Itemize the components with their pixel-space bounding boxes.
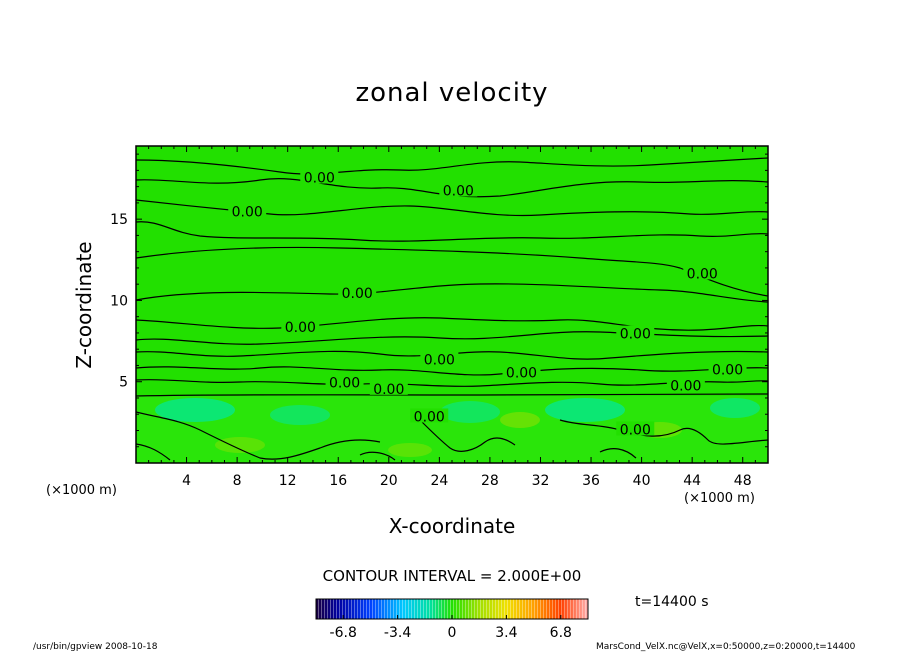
contour-line [136,283,768,303]
contour-label-gap [502,364,541,379]
colorbar-tick-label: 0 [448,625,457,641]
contour-label: 0.00 [285,320,316,336]
field-cell [440,401,500,423]
contour-label: 0.00 [304,171,335,187]
contour-label: 0.00 [373,382,404,398]
contour-label-gap [708,361,747,376]
x-tick-label: 44 [683,473,701,489]
contour-line [559,419,768,445]
y-axis-label: Z-coordinate [72,241,96,369]
contour-label: 0.00 [712,362,743,378]
field-cell [710,398,760,418]
field-anomalies [136,396,768,463]
y-tick-label: 15 [110,212,128,228]
z-unit-label: (×1000 m) [46,483,117,498]
contour-label: 0.00 [620,422,651,438]
field-cell [388,443,432,457]
contour-label-gap [369,380,408,395]
contour-label-layer: 0.00 0.00 0.00 0.00 0.00 0.00 0.00 0.00 0.00 0.00… [228,169,747,438]
contour-line [136,393,768,397]
x-tick-label: 24 [430,473,448,489]
x-axis: 4 8 12 16 20 24 28 32 36 40 44 48 [148,146,756,489]
x-tick-label: 8 [233,473,242,489]
contour-label-gap [420,351,459,366]
contour-line [599,448,637,459]
y-axis: 5 10 15 [110,153,768,448]
contour-line [136,221,768,242]
colorbar: -6.8 -3.4 0 3.4 6.8 [315,598,589,641]
contour-label-gap [228,203,267,218]
colorbar-stripes [316,599,588,619]
x-tick-label: 32 [532,473,550,489]
contour-label: 0.00 [443,184,474,200]
contour-label-gap [300,169,339,184]
contour-interval-label: CONTOUR INTERVAL = 2.000E+00 [322,567,582,585]
contour-label: 0.00 [670,379,701,395]
contour-label: 0.00 [232,205,263,221]
colorbar-tick-label: 3.4 [495,625,517,641]
contour-label-gap [325,374,364,389]
contour-label-gap [683,265,722,280]
x-tick-label: 48 [734,473,752,489]
field-cell [545,398,625,422]
contour-line [136,157,768,175]
x-tick-label: 20 [380,473,398,489]
chart-title: zonal velocity [355,78,549,108]
field-cell [270,405,330,425]
x-tick-label: 40 [633,473,651,489]
colorbar-tick-label: -3.4 [384,625,411,641]
colorbar-tick-label: -6.8 [330,625,357,641]
contour-line [136,366,768,376]
contour-label-gap [338,284,377,299]
contour-line [419,419,516,452]
contour-line [359,451,396,461]
contour-line [136,411,381,460]
contour-line [136,443,171,461]
contour-label-gap [616,325,655,340]
contour-label: 0.00 [414,409,445,425]
contour-line [136,317,768,331]
field-cell [500,412,540,428]
contour-label-gap [281,319,320,334]
contour-label: 0.00 [506,366,537,382]
contour-label: 0.00 [329,375,360,391]
contour-label-gap [666,377,705,392]
field-cell [215,437,265,453]
y-tick-label: 5 [119,375,128,391]
contour-label-gap [410,408,449,423]
footer-command: /usr/bin/gpview 2008-10-18 [33,642,158,652]
contour-label: 0.00 [342,286,373,302]
time-label: t=14400 s [635,594,709,610]
x-tick-label: 16 [329,473,347,489]
colorbar-tick-label: 6.8 [550,625,572,641]
contour-label-gap [439,182,478,197]
x-tick-label: 12 [279,473,297,489]
x-tick-label: 36 [582,473,600,489]
x-unit-label: (×1000 m) [684,491,755,506]
field-cell [155,398,235,422]
x-tick-label: 28 [481,473,499,489]
colorbar-ticks: -6.8 -3.4 0 3.4 6.8 [330,615,572,641]
plot-area: 0.00 0.00 0.00 0.00 0.00 0.00 0.00 0.00 0.00 0.00… [110,145,769,489]
contour-label: 0.00 [620,327,651,343]
y-tick-label: 10 [110,293,128,309]
contour-label-gap [616,421,655,436]
contour-label: 0.00 [687,266,718,282]
contour-line [136,178,768,198]
contour-label: 0.00 [424,353,455,369]
x-axis-label: X-coordinate [388,514,516,538]
x-tick-label: 4 [182,473,191,489]
footer-source: MarsCond_VelX.nc@VelX,x=0:50000,z=0:2000… [596,642,856,652]
